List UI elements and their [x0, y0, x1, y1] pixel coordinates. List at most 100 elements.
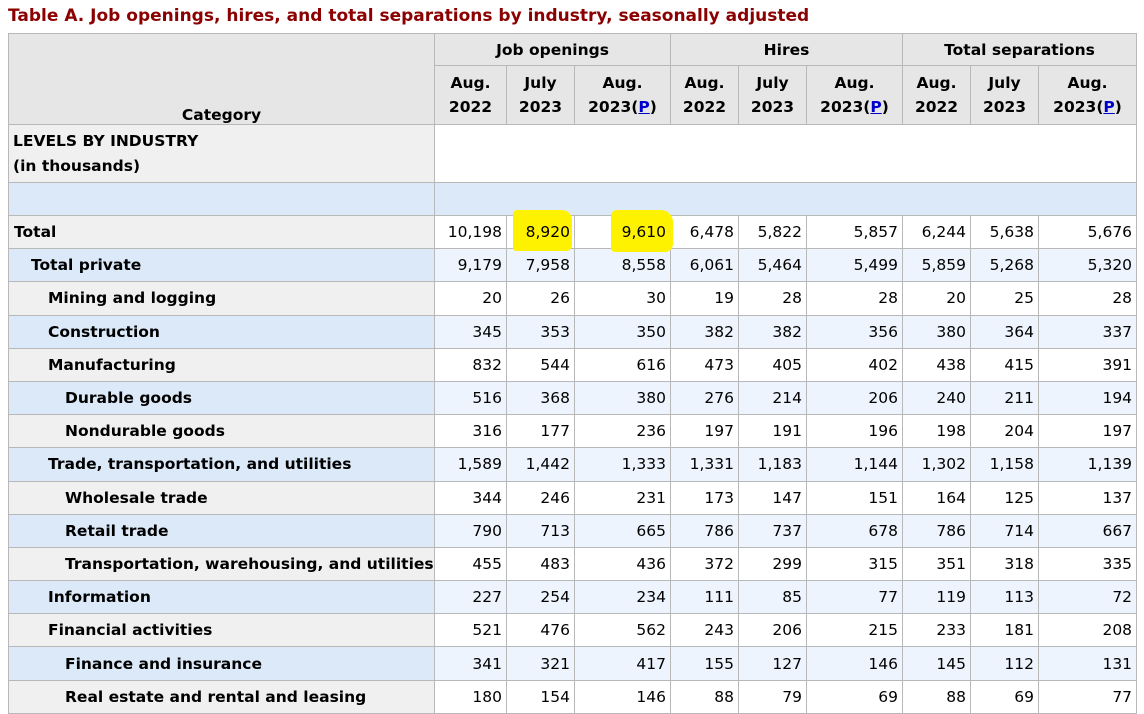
value-cell: 5,464 — [738, 248, 807, 283]
preliminary-footnote-link[interactable]: P — [870, 98, 882, 116]
group-header-total-separations: Total separations — [902, 33, 1138, 66]
table-row: Retail trade 790 713 665 786 737 678 786 714 667 — [8, 513, 1138, 548]
cell-value: 1,158 — [989, 455, 1035, 474]
cell-value: 69 — [1014, 687, 1035, 706]
cell-value: 206 — [772, 621, 802, 640]
value-cell: 246 — [506, 480, 575, 515]
period-year: 2022 — [682, 98, 727, 116]
value-cell: 197 — [670, 414, 739, 449]
table-row: Financial activities 521 476 562 243 206 215 23… — [8, 613, 1138, 648]
cell-value: 180 — [472, 687, 502, 706]
cell-value: 211 — [1004, 389, 1035, 408]
value-cell: 737 — [738, 513, 807, 548]
value-cell: 351 — [902, 546, 972, 582]
value-cell: 211 — [970, 380, 1040, 416]
value-cell: 1,589 — [434, 447, 507, 482]
cell-value: 678 — [868, 521, 899, 540]
cell-value: 382 — [704, 322, 734, 341]
value-cell: 5,638 — [970, 214, 1040, 250]
period-header: Aug. 2023(P) — [574, 65, 671, 125]
value-cell: 316 — [434, 414, 507, 449]
cell-value: 198 — [936, 422, 967, 441]
cell-value: 127 — [772, 654, 802, 673]
value-cell: 111 — [670, 580, 739, 615]
period-month: Aug. — [450, 74, 491, 92]
value-cell: 25 — [970, 281, 1040, 316]
cell-value: 227 — [472, 588, 502, 607]
cell-value: 28 — [1112, 289, 1133, 308]
cell-value: 77 — [878, 588, 899, 607]
cell-value: 353 — [540, 322, 570, 341]
cell-value: 786 — [936, 521, 967, 540]
cell-value: 521 — [472, 621, 502, 640]
cell-value: 344 — [472, 488, 502, 507]
value-cell: 243 — [670, 613, 739, 648]
cell-value: 455 — [472, 554, 502, 573]
value-cell: 516 — [434, 380, 507, 416]
cell-value: 1,333 — [621, 455, 666, 474]
blank-cell — [8, 182, 435, 216]
value-cell: 231 — [574, 480, 671, 515]
cell-value: 368 — [540, 389, 570, 408]
value-cell: 356 — [805, 314, 904, 349]
value-cell: 194 — [1038, 380, 1138, 416]
cell-value: 119 — [936, 588, 967, 607]
value-cell: 177 — [506, 414, 575, 449]
cell-value: 240 — [936, 389, 967, 408]
value-cell: 198 — [902, 414, 972, 449]
value-cell: 173 — [670, 480, 739, 515]
cell-value: 483 — [540, 554, 570, 573]
period-month: Aug. — [602, 74, 643, 92]
cell-value: 415 — [1004, 355, 1035, 374]
row-label: Wholesale trade — [8, 480, 435, 515]
highlighted-value-cell: 9,610 — [574, 210, 674, 253]
period-year: 2023 — [588, 98, 632, 116]
cell-value: 26 — [550, 289, 570, 308]
cell-value: 69 — [878, 687, 899, 706]
value-cell: 8,558 — [574, 248, 671, 283]
cell-value: 77 — [1112, 687, 1133, 706]
value-cell: 380 — [574, 380, 671, 416]
value-cell: 315 — [805, 546, 904, 582]
value-cell: 341 — [434, 646, 507, 681]
cell-value: 8,558 — [621, 256, 666, 275]
value-cell: 483 — [506, 546, 575, 582]
value-cell: 350 — [574, 314, 671, 349]
cell-value: 164 — [936, 488, 967, 507]
value-cell: 6,244 — [902, 214, 972, 250]
value-cell: 119 — [902, 580, 972, 615]
cell-value: 181 — [1004, 621, 1035, 640]
cell-value: 194 — [1102, 389, 1133, 408]
cell-value: 1,139 — [1087, 455, 1133, 474]
cell-value: 391 — [1102, 355, 1133, 374]
value-cell: 28 — [805, 281, 904, 316]
value-cell: 382 — [670, 314, 739, 349]
preliminary-footnote-link[interactable]: P — [638, 98, 650, 116]
period-header: Aug. 2022 — [670, 65, 739, 125]
value-cell: 562 — [574, 613, 671, 648]
value-cell: 455 — [434, 546, 507, 582]
value-cell: 786 — [902, 513, 972, 548]
value-cell: 436 — [574, 546, 671, 582]
value-cell: 181 — [970, 613, 1040, 648]
value-cell: 206 — [738, 613, 807, 648]
cell-value: 8,920 — [525, 223, 570, 242]
preliminary-footnote-link[interactable]: P — [1103, 98, 1115, 116]
cell-value: 318 — [1004, 554, 1035, 573]
value-cell: 1,144 — [805, 447, 904, 482]
cell-value: 786 — [704, 521, 734, 540]
value-cell: 544 — [506, 347, 575, 382]
cell-value: 713 — [540, 521, 570, 540]
value-cell: 832 — [434, 347, 507, 382]
table-row: Transportation, warehousing, and utiliti… — [8, 546, 1138, 582]
value-cell: 30 — [574, 281, 671, 316]
value-cell: 20 — [902, 281, 972, 316]
cell-value: 6,244 — [921, 223, 967, 242]
cell-value: 88 — [714, 687, 734, 706]
cell-value: 1,183 — [757, 455, 802, 474]
value-cell: 521 — [434, 613, 507, 648]
value-cell: 85 — [738, 580, 807, 615]
value-cell: 204 — [970, 414, 1040, 449]
row-label: Construction — [8, 314, 435, 349]
cell-value: 72 — [1112, 588, 1133, 607]
